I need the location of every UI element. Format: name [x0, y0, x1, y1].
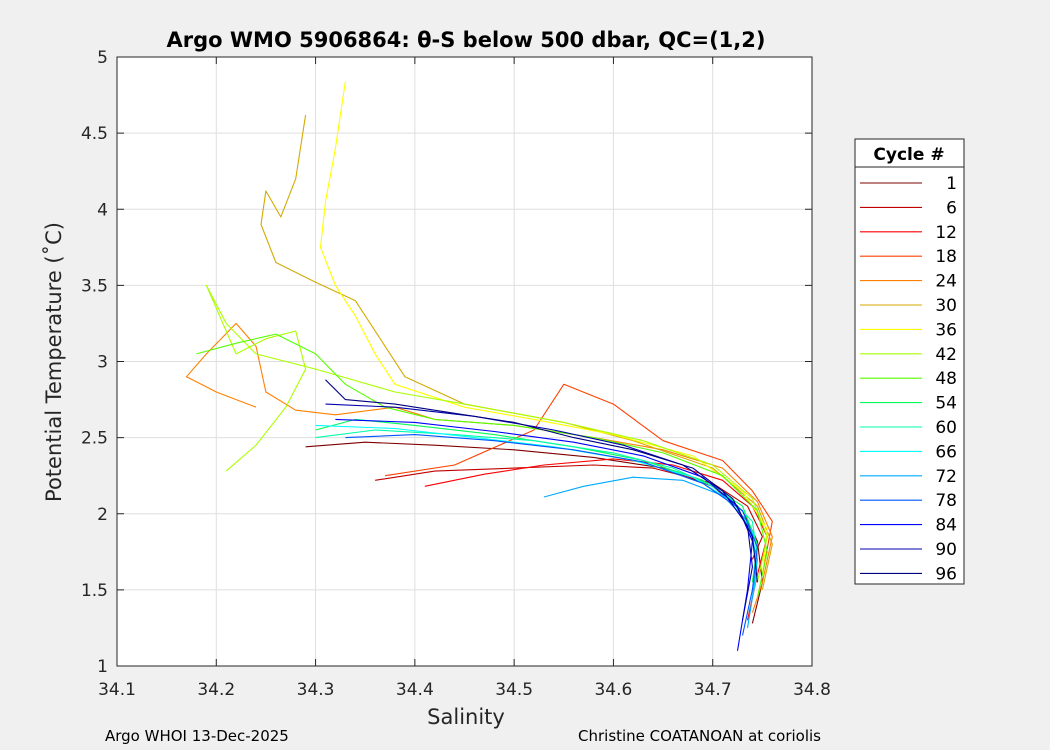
chart-title: Argo WMO 5906864: θ-S below 500 dbar, QC… [167, 28, 766, 52]
legend: Cycle # 1 6 12 18 24 30 36 42 48 54 60 66 72 78 84 90 96 [854, 138, 965, 585]
y-tick-label: 1.5 [81, 581, 108, 601]
series-line-cycle-84 [335, 418, 753, 651]
y-tick-label: 5 [97, 48, 108, 68]
x-tick-label: 34.6 [594, 680, 632, 700]
y-tick-label: 4.5 [81, 124, 108, 144]
x-tick-labels: 34.1 34.2 34.3 34.4 34.5 34.6 34.7 34.8 [98, 680, 831, 700]
y-axis-label: Potential Temperature (˚C) [42, 222, 66, 502]
x-axis-label: Salinity [427, 705, 505, 729]
y-tick-label: 4 [97, 200, 108, 220]
legend-label-cycle-24: 24 [935, 272, 957, 292]
x-tick-label: 34.3 [297, 680, 335, 700]
legend-label-cycle-1: 1 [946, 174, 957, 194]
series-line-cycle-42 [205, 284, 768, 583]
y-tick-label: 2.5 [81, 429, 108, 449]
y-tick-label: 3.5 [81, 276, 108, 296]
series-line-cycle-78 [345, 434, 758, 636]
footer-left: Argo WHOI 13-Dec-2025 [105, 727, 289, 745]
legend-label-cycle-30: 30 [935, 296, 957, 316]
tick-marks [116, 56, 813, 667]
y-tick-label: 2 [97, 505, 108, 525]
series-line-cycle-18 [385, 383, 773, 575]
series-line-cycle-72 [543, 476, 758, 628]
legend-label-cycle-18: 18 [935, 247, 957, 267]
series-line-cycle-90 [325, 403, 753, 621]
footer-right: Christine COATANOAN at coriolis [578, 727, 821, 745]
y-tick-label: 3 [97, 353, 108, 373]
legend-label-cycle-78: 78 [935, 491, 957, 511]
x-tick-label: 34.7 [694, 680, 732, 700]
series-line-cycle-1 [305, 441, 763, 624]
legend-label-cycle-42: 42 [935, 345, 957, 365]
legend-label-cycle-90: 90 [935, 540, 957, 560]
series-line-cycle-96 [325, 379, 758, 583]
legend-label-cycle-48: 48 [935, 369, 957, 389]
x-tick-label: 34.4 [396, 680, 434, 700]
legend-label-cycle-72: 72 [935, 467, 957, 487]
x-tick-label: 34.1 [98, 680, 136, 700]
legend-title: Cycle # [873, 145, 944, 165]
x-tick-label: 34.2 [197, 680, 235, 700]
y-tick-labels: 1 1.5 2 2.5 3 3.5 4 4.5 5 [81, 48, 108, 677]
series-line-cycle-6 [375, 464, 763, 560]
x-tick-label: 34.5 [495, 680, 533, 700]
x-tick-label: 34.8 [793, 680, 831, 700]
y-tick-label: 1 [97, 657, 108, 677]
legend-label-cycle-54: 54 [935, 394, 957, 414]
series-lines [185, 81, 773, 651]
legend-label-cycle-96: 96 [935, 564, 957, 584]
series-line-cycle-12 [424, 458, 768, 621]
legend-label-cycle-66: 66 [935, 442, 957, 462]
legend-label-cycle-36: 36 [935, 320, 957, 340]
legend-box [854, 138, 965, 585]
series-line-cycle-54 [315, 418, 758, 583]
legend-items: 1 6 12 18 24 30 36 42 48 54 60 66 72 78 84 90 96 [860, 174, 957, 584]
legend-label-cycle-12: 12 [935, 223, 957, 243]
legend-label-cycle-84: 84 [935, 516, 957, 536]
legend-label-cycle-6: 6 [946, 198, 957, 218]
legend-label-cycle-60: 60 [935, 418, 957, 438]
series-line-cycle-48 [196, 333, 768, 598]
